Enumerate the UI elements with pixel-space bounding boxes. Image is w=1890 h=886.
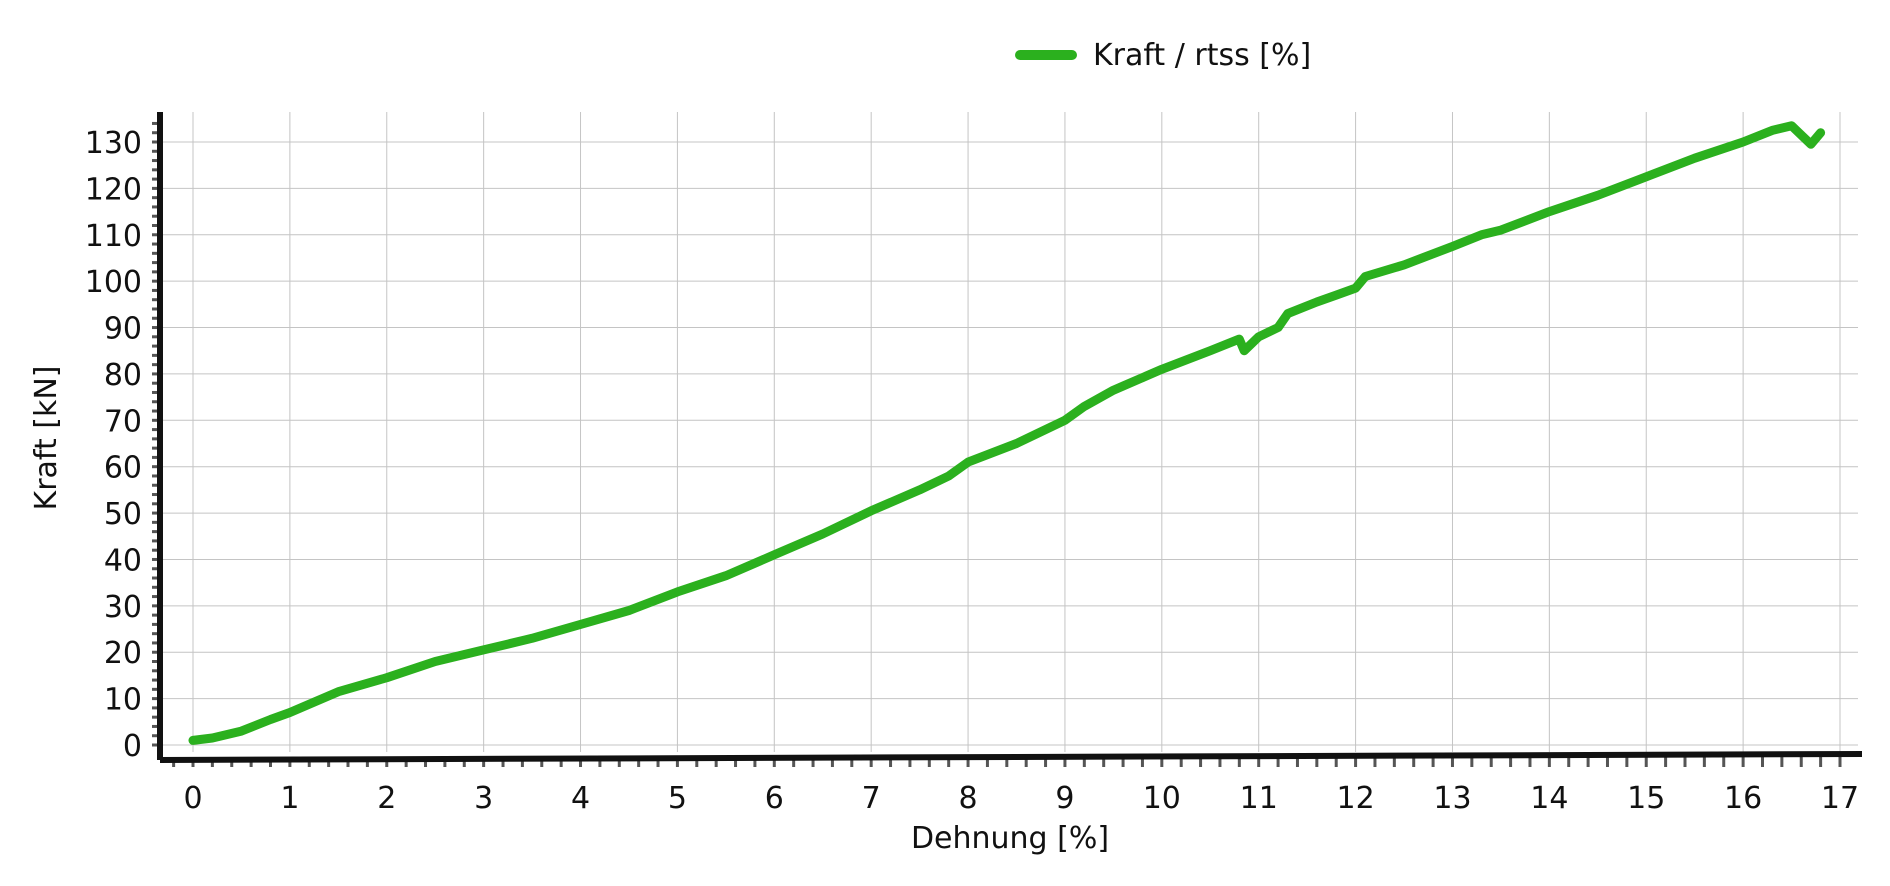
series-line [188,121,1826,745]
x-tick-label: 2 [377,781,396,816]
x-tick-label: 5 [668,781,687,816]
x-tick-label: 3 [474,781,493,816]
x-axis-line [159,751,1863,763]
y-tick-label: 120 [85,172,142,207]
x-tick-label: 14 [1530,781,1568,816]
axes [157,112,1863,763]
legend-label: Kraft / rtss [%] [1093,38,1311,73]
y-axis-title: Kraft [kN] [29,366,64,511]
x-tick-label: 7 [862,781,881,816]
grid [160,112,1858,752]
x-tick-label: 1 [280,781,299,816]
x-tick-label: 0 [183,781,202,816]
series-layer [188,121,1826,745]
x-tick-labels: 0 1 2 3 4 5 6 7 8 9 10 11 12 13 14 15 16 17 [183,781,1859,816]
x-tick-label: 6 [765,781,784,816]
y-tick-label: 40 [104,543,142,578]
x-tick-label: 17 [1821,781,1859,816]
y-tick-label: 90 [104,312,142,347]
y-tick-label: 0 [123,729,142,764]
x-tick-label: 12 [1336,781,1374,816]
x-tick-label: 16 [1724,781,1762,816]
y-tick-label: 10 [104,683,142,718]
y-tick-label: 70 [104,404,142,439]
y-tick-label: 110 [85,219,142,254]
x-tick-label: 9 [1055,781,1074,816]
y-tick-label: 30 [104,590,142,625]
x-axis-title: Dehnung [%] [911,821,1109,856]
y-tick-label: 130 [85,126,142,161]
x-tick-label: 10 [1143,781,1181,816]
legend: Kraft / rtss [%] [1015,38,1311,73]
x-tick-label: 8 [959,781,978,816]
x-tick-label: 15 [1627,781,1665,816]
y-tick-labels: 0 10 20 30 40 50 60 70 80 90 100 110 120 130 [85,126,142,764]
y-tick-label: 80 [104,358,142,393]
x-tick-label: 4 [571,781,590,816]
y-tick-label: 60 [104,451,142,486]
y-tick-label: 100 [85,265,142,300]
y-tick-label: 50 [104,497,142,532]
x-tick-label: 11 [1240,781,1278,816]
x-tick-label: 13 [1433,781,1471,816]
y-tick-label: 20 [104,636,142,671]
